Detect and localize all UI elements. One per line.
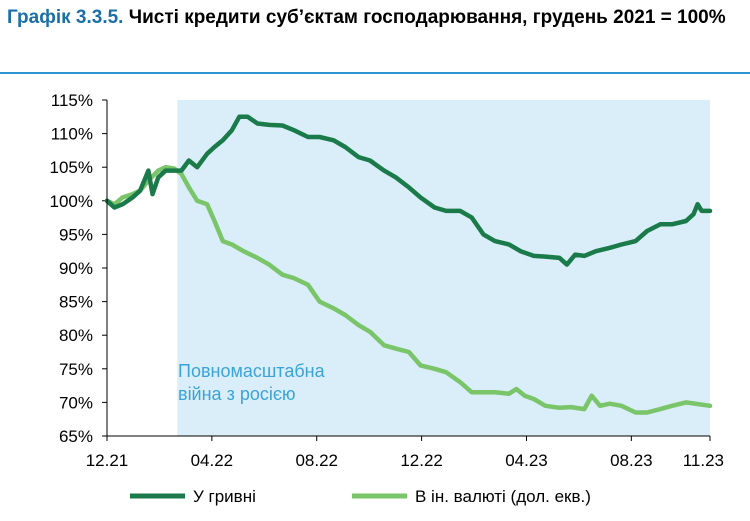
series-line-fx [104,164,713,415]
x-tick-label: 12.21 [86,451,129,470]
y-tick-label: 100% [50,192,93,211]
chart-number: Графік 3.3.5. [7,7,124,28]
series-line-uah [104,114,713,267]
axes [106,100,710,437]
y-tick-label: 65% [59,427,93,446]
y-tick-label: 85% [59,293,93,312]
x-tick-label: 11.23 [683,451,724,470]
y-tick-label: 80% [59,326,93,345]
annotation-line-1: Повномасштабна [178,361,326,381]
x-tick-label: 08.22 [295,451,338,470]
x-tick-labels: 12.21 04.22 08.22 12.22 04.23 08.23 11.23 [86,451,724,470]
legend-label-fx: В ін. валюті (дол. екв.) [415,487,591,506]
x-tick-label: 04.22 [191,451,234,470]
grid [102,99,711,441]
y-tick-label: 90% [59,259,93,278]
y-tick-labels: 65% 70% 75% 80% 85% 90% 95% 100% 105% 110% 115% [50,91,93,446]
y-tick-label: 95% [59,225,93,244]
y-tick-label: 105% [50,158,93,177]
legend-label-uah: У гривні [193,487,256,506]
chart-title-text: Чисті кредити суб’єктам господарювання, … [128,7,726,28]
x-tick-label: 08.23 [610,451,653,470]
y-tick-label: 75% [59,360,93,379]
x-tick-label: 04.23 [505,451,548,470]
plot-area [177,100,710,436]
series-layer [104,114,713,415]
chart-title: Графік 3.3.5. Чисті кредити суб’єктам го… [7,6,743,30]
war-shaded-region [177,100,710,436]
x-tick-label: 12.22 [400,451,443,470]
title-rule [0,72,750,74]
legend: У гривні В ін. валюті (дол. екв.) [130,487,591,506]
y-tick-label: 115% [51,91,93,110]
y-tick-label: 110% [51,125,93,144]
y-tick-label: 70% [59,393,93,412]
annotation-line-2: війна з росією [178,384,296,404]
